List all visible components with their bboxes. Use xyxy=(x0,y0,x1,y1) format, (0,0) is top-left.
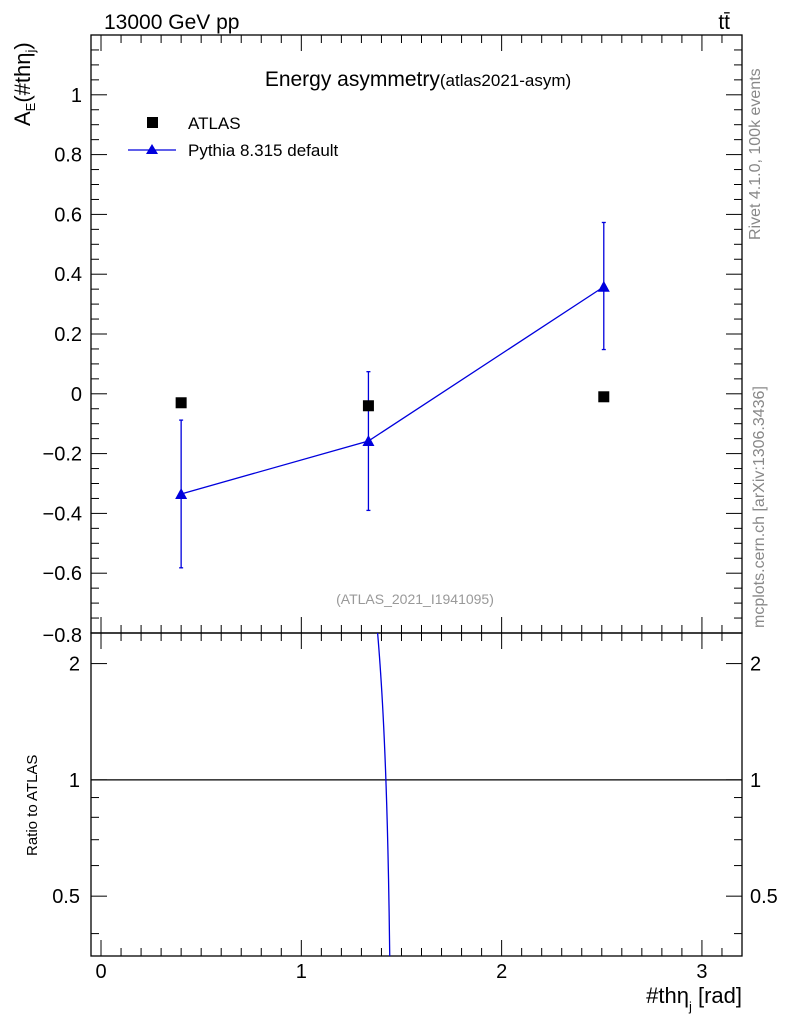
y-tick-label: −0.2 xyxy=(43,444,82,466)
ratio-frame xyxy=(90,632,743,957)
mcplots-label: mcplots.cern.ch [arXiv:1306.3436] xyxy=(751,386,768,628)
main-axis-ticks xyxy=(91,34,742,634)
atlas-point xyxy=(362,400,374,412)
rivet-label: Rivet 4.1.0, 100k events xyxy=(747,68,764,240)
y-tick-label: 0.8 xyxy=(54,145,82,167)
x-tick-label: 0 xyxy=(95,961,106,983)
ratio-data-layer xyxy=(91,633,742,956)
ratio-y-tick-label-right: 2 xyxy=(750,654,761,676)
main-y-tick-labels: −0.6 −0.4 −0.2 0 0.2 0.4 0.6 0.8 1 xyxy=(43,85,82,585)
ratio-panel: 0.5 0.5 1 1 2 2 0 1 2 3 Ratio to ATLAS #thηj [ra… xyxy=(24,632,778,1014)
pythia-point xyxy=(175,487,188,499)
ratio-y-tick-label-right: 1 xyxy=(750,770,761,792)
y-axis-label: AE(#thηj) xyxy=(10,42,38,126)
pythia-point xyxy=(362,435,375,447)
y-tick-label: 0.4 xyxy=(54,264,82,286)
y-tick-label: 0 xyxy=(71,384,82,406)
pythia-line xyxy=(180,286,605,495)
ratio-axis-ticks xyxy=(91,633,742,956)
main-data-layer xyxy=(175,221,610,569)
analysis-watermark: (ATLAS_2021_I1941095) xyxy=(336,591,494,607)
pythia-point xyxy=(597,280,610,292)
legend-label-pythia: Pythia 8.315 default xyxy=(188,141,339,160)
y-tick-label-cut: −0.8 xyxy=(43,625,82,647)
y-tick-label: 1 xyxy=(71,85,82,107)
pythia-ratio-line xyxy=(376,633,391,956)
legend: ATLAS Pythia 8.315 default xyxy=(128,114,339,160)
ratio-y-tick-label-left: 1 xyxy=(69,770,80,792)
x-tick-label: 3 xyxy=(696,961,707,983)
ratio-y-tick-label-left: 0.5 xyxy=(52,886,80,908)
main-panel: −0.6 −0.4 −0.2 0 0.2 0.4 0.6 0.8 1 −0.8 Energy a… xyxy=(10,34,743,647)
y-tick-label: −0.4 xyxy=(43,503,82,525)
y-tick-label: −0.6 xyxy=(43,563,82,585)
x-tick-labels: 0 1 2 3 xyxy=(95,961,707,983)
x-tick-label: 1 xyxy=(296,961,307,983)
plot-title: Energy asymmetry(atlas2021-asym) xyxy=(265,68,571,91)
process-label: tt̄ xyxy=(718,11,730,34)
atlas-point xyxy=(598,391,610,403)
ratio-y-tick-labels: 0.5 0.5 1 1 2 2 xyxy=(52,654,778,909)
ratio-y-axis-label: Ratio to ATLAS xyxy=(24,755,41,856)
y-tick-label: 0.6 xyxy=(54,204,82,226)
x-tick-label: 2 xyxy=(496,961,507,983)
legend-marker-pythia xyxy=(146,144,158,154)
x-axis-label: #thηj [rad] xyxy=(646,983,742,1014)
atlas-point xyxy=(175,397,187,409)
ratio-y-tick-label-left: 2 xyxy=(69,654,80,676)
legend-label-atlas: ATLAS xyxy=(188,114,241,133)
legend-marker-atlas xyxy=(147,117,158,128)
ratio-y-tick-label-right: 0.5 xyxy=(750,886,778,908)
energy-label: 13000 GeV pp xyxy=(104,11,239,34)
y-tick-label: 0.2 xyxy=(54,324,82,346)
